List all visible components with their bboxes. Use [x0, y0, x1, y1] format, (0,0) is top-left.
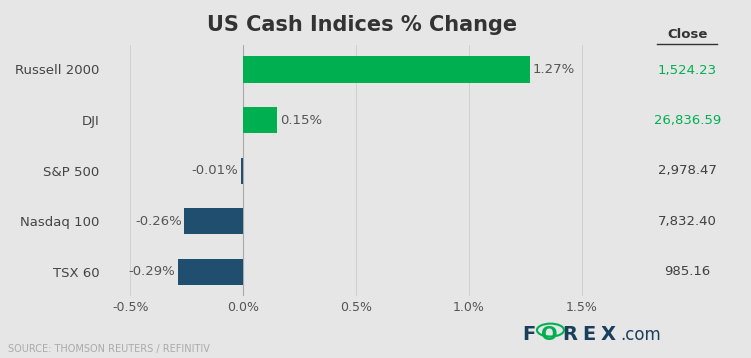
Bar	[241, 158, 243, 184]
Title: US Cash Indices % Change: US Cash Indices % Change	[207, 15, 517, 35]
Bar	[243, 56, 530, 83]
Text: -0.26%: -0.26%	[135, 215, 182, 228]
Text: 985.16: 985.16	[664, 265, 710, 278]
Bar	[178, 259, 243, 285]
Text: 2,978.47: 2,978.47	[658, 164, 716, 177]
Text: E: E	[582, 325, 596, 344]
Text: -0.01%: -0.01%	[192, 164, 238, 177]
Text: 1.27%: 1.27%	[532, 63, 575, 76]
Text: 0.15%: 0.15%	[280, 113, 322, 127]
Text: R: R	[562, 325, 578, 344]
Text: 26,836.59: 26,836.59	[653, 114, 721, 127]
Text: F: F	[522, 325, 535, 344]
Bar	[185, 208, 243, 234]
Text: .com: .com	[620, 326, 661, 344]
Bar	[243, 107, 277, 133]
Text: X: X	[601, 325, 616, 344]
Text: SOURCE: THOMSON REUTERS / REFINITIV: SOURCE: THOMSON REUTERS / REFINITIV	[8, 344, 210, 354]
Text: 7,832.40: 7,832.40	[658, 214, 716, 228]
Text: O: O	[541, 325, 558, 344]
Text: -0.29%: -0.29%	[128, 265, 175, 279]
Text: 1,524.23: 1,524.23	[658, 64, 716, 77]
Text: Close: Close	[667, 28, 707, 41]
